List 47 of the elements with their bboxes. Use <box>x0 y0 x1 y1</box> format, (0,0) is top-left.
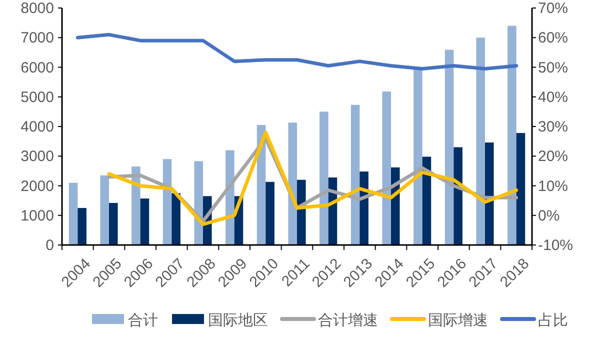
bar <box>360 172 368 245</box>
y2-tick-label: -10% <box>538 237 574 254</box>
legend-label: 国际增速 <box>428 312 488 329</box>
bar <box>288 122 297 245</box>
y2-tick-label: 40% <box>538 88 568 106</box>
y-tick-label: 0 <box>46 237 54 254</box>
bar <box>444 50 454 245</box>
bar <box>172 193 180 245</box>
y2-tick-label: 30% <box>538 118 568 136</box>
y2-tick-label: 10% <box>538 178 568 195</box>
bar <box>162 159 172 245</box>
y2-tick-label: 60% <box>538 30 568 47</box>
bar <box>109 202 118 245</box>
bar <box>100 175 109 245</box>
bar <box>350 104 360 245</box>
bar <box>194 161 203 245</box>
bar <box>140 198 150 245</box>
y-tick-label: 6000 <box>20 59 54 76</box>
y2-tick-label: 70% <box>538 0 568 17</box>
y-tick-label: 4000 <box>20 118 54 136</box>
y-tick-label: 1000 <box>20 207 54 224</box>
legend-label: 合计 <box>128 312 158 329</box>
y-tick-label: 8000 <box>20 0 54 17</box>
bar <box>485 142 494 245</box>
y-tick-label: 3000 <box>20 148 54 166</box>
bar <box>78 208 86 245</box>
y2-tick-label: 20% <box>538 148 568 166</box>
y-tick-label: 2000 <box>20 178 54 195</box>
legend-label: 合计增速 <box>318 312 378 329</box>
bar <box>516 133 526 245</box>
legend-label: 占比 <box>538 312 568 329</box>
y2-tick-label: 0% <box>538 207 560 224</box>
bar <box>266 182 274 245</box>
bar <box>476 38 485 245</box>
bar <box>320 112 328 245</box>
y-tick-label: 5000 <box>20 88 54 106</box>
bar <box>382 92 391 245</box>
y-tick-label: 7000 <box>20 30 54 47</box>
bar <box>414 68 422 245</box>
legend-label: 国际地区 <box>208 312 268 329</box>
bar <box>297 180 306 245</box>
bar <box>68 182 78 245</box>
bar <box>454 147 462 245</box>
y2-tick-label: 50% <box>538 59 568 76</box>
line-series <box>76 32 518 70</box>
bar <box>508 26 516 245</box>
bar <box>132 166 140 245</box>
